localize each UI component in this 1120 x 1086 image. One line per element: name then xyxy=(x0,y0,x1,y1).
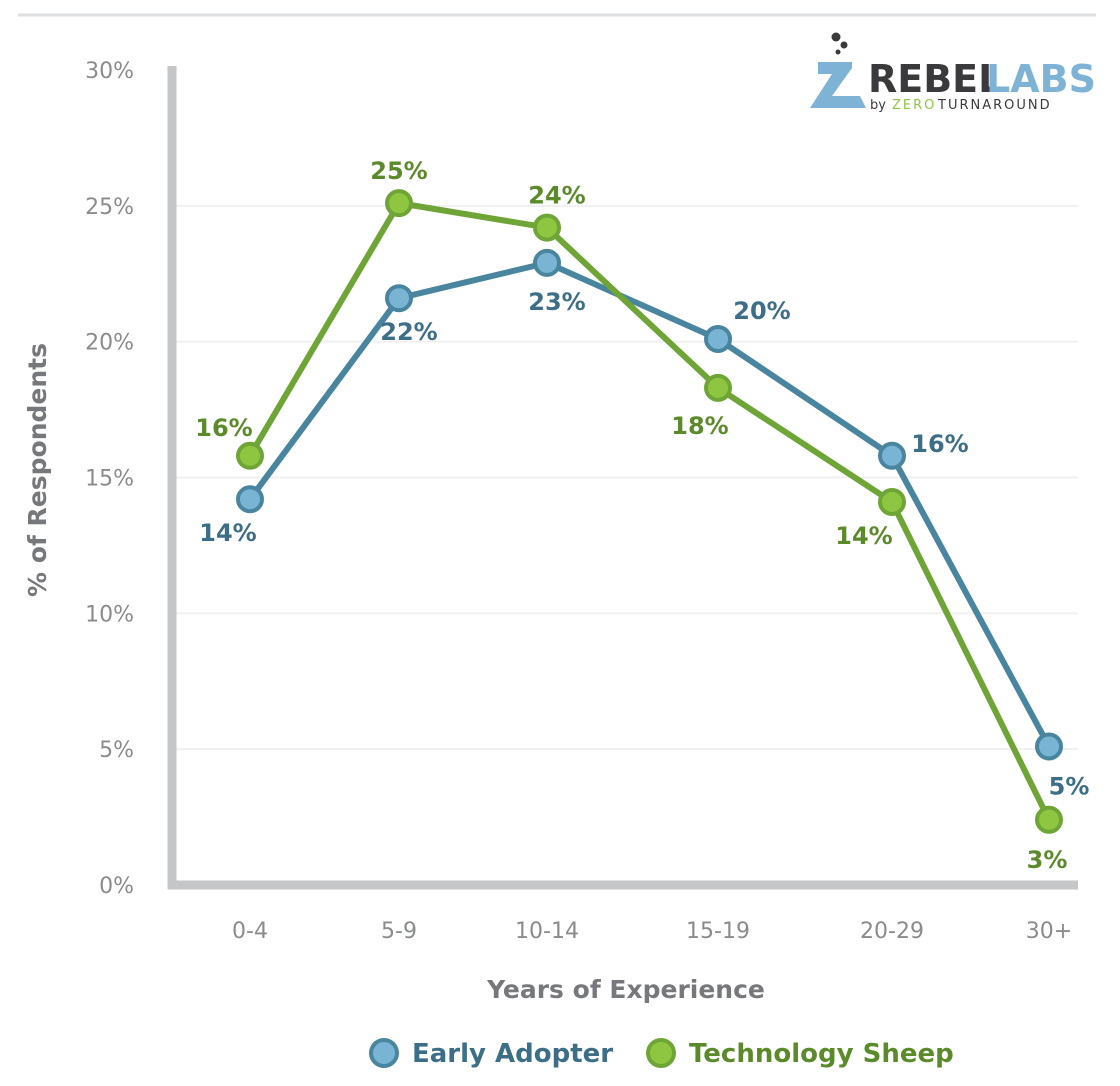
logo-rebel: REBEL xyxy=(868,57,1002,101)
data-point-early-adopter xyxy=(1035,732,1063,761)
data-label-technology-sheep: 14% xyxy=(835,522,892,550)
data-label-technology-sheep: 25% xyxy=(370,157,427,185)
legend: Early Adopter Technology Sheep xyxy=(369,1038,954,1069)
y-tick-label: 20% xyxy=(85,331,134,356)
data-labels: 14% 22% 23% 20% 16% 5% 16% 25% 24% 18% 14% 3% xyxy=(195,157,1089,874)
y-tick-label: 30% xyxy=(85,59,134,84)
legend-label-early-adopter: Early Adopter xyxy=(412,1039,613,1069)
y-tick-label: 25% xyxy=(85,195,134,220)
data-point-technology-sheep xyxy=(385,189,413,218)
data-point-technology-sheep xyxy=(704,373,732,402)
x-tick-label: 5-9 xyxy=(381,919,417,944)
data-point-technology-sheep xyxy=(878,487,906,516)
data-label-early-adopter: 5% xyxy=(1049,772,1090,800)
x-tick-label: 0-4 xyxy=(232,919,268,944)
flask-icon xyxy=(810,32,866,108)
x-tick-labels: 0-4 5-9 10-14 15-19 20-29 30+ xyxy=(232,919,1072,944)
y-tick-label: 0% xyxy=(99,874,134,899)
data-label-early-adopter: 22% xyxy=(380,318,437,346)
y-axis-title: % of Respondents xyxy=(23,343,52,597)
data-label-early-adopter: 14% xyxy=(199,519,256,547)
data-point-early-adopter xyxy=(385,284,413,313)
axes xyxy=(167,66,1078,890)
legend-item-technology-sheep: Technology Sheep xyxy=(646,1038,954,1069)
x-tick-label: 30+ xyxy=(1026,919,1072,944)
data-label-technology-sheep: 16% xyxy=(195,414,252,442)
y-tick-label: 15% xyxy=(85,467,134,492)
data-point-early-adopter xyxy=(878,441,906,470)
x-tick-label: 10-14 xyxy=(515,919,579,944)
legend-marker-early-adopter xyxy=(369,1038,399,1068)
series-line-early-adopter xyxy=(247,259,1052,750)
logo-byline-by: by xyxy=(870,98,886,113)
series-line-technology-sheep xyxy=(247,200,1052,823)
x-axis-title: Years of Experience xyxy=(486,975,765,1004)
data-label-technology-sheep: 18% xyxy=(671,412,728,440)
y-tick-labels: 0% 5% 10% 15% 20% 25% 30% xyxy=(85,59,134,899)
x-tick-label: 20-29 xyxy=(860,919,924,944)
data-point-early-adopter xyxy=(236,485,264,514)
data-label-early-adopter: 20% xyxy=(733,297,790,325)
legend-item-early-adopter: Early Adopter xyxy=(369,1038,613,1069)
logo-byline-turnaround: TURNAROUND xyxy=(937,98,1052,113)
gridlines xyxy=(172,204,1078,751)
data-point-technology-sheep xyxy=(1035,805,1063,834)
data-point-early-adopter xyxy=(704,324,732,353)
series xyxy=(236,189,1063,834)
legend-marker-technology-sheep xyxy=(646,1038,676,1068)
data-label-early-adopter: 16% xyxy=(911,430,968,458)
x-tick-label: 15-19 xyxy=(686,919,750,944)
y-tick-label: 10% xyxy=(85,602,134,627)
data-point-early-adopter xyxy=(533,248,561,277)
legend-label-technology-sheep: Technology Sheep xyxy=(689,1039,954,1069)
data-point-technology-sheep xyxy=(236,441,264,470)
data-label-early-adopter: 23% xyxy=(528,288,585,316)
data-label-technology-sheep: 3% xyxy=(1027,846,1068,874)
y-tick-label: 5% xyxy=(99,738,134,763)
data-label-technology-sheep: 24% xyxy=(528,182,585,210)
data-point-technology-sheep xyxy=(533,213,561,242)
rebellabs-logo: REBEL LABS by ZERO TURNAROUND xyxy=(810,32,1096,113)
logo-byline-zero: ZERO xyxy=(892,98,936,113)
logo-labs: LABS xyxy=(986,57,1096,101)
